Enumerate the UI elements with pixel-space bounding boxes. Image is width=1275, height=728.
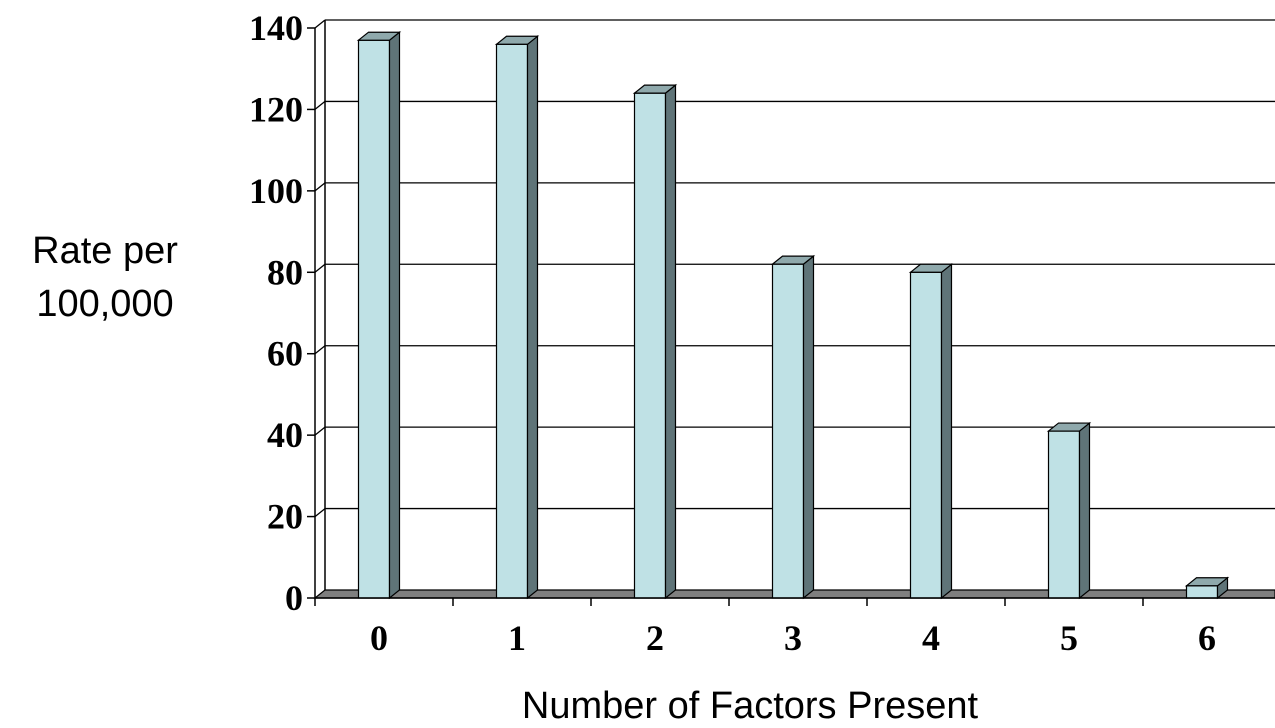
x-axis-title: Number of Factors Present	[522, 685, 979, 727]
bar-side	[664, 83, 677, 600]
x-tick-label: 3	[784, 618, 802, 658]
bar-side	[526, 35, 539, 600]
axes	[307, 27, 1275, 606]
y-tick-label: 20	[267, 497, 303, 537]
gridline-diagonal	[314, 263, 326, 273]
bar	[356, 30, 402, 600]
gridline-diagonal	[314, 182, 326, 192]
bar-side	[388, 30, 401, 600]
bar-front	[633, 92, 667, 599]
bar-front	[909, 271, 943, 599]
y-tick-label: 120	[249, 89, 303, 129]
x-tick-label: 2	[646, 618, 664, 658]
x-tick-label: 1	[508, 618, 526, 658]
gridline-diagonal	[314, 426, 326, 436]
bar-top	[908, 263, 954, 273]
gridline-diagonal	[314, 345, 326, 355]
y-tick-label: 80	[267, 252, 303, 292]
bar-front	[357, 39, 391, 599]
bars	[356, 30, 1230, 600]
x-tick-label: 5	[1060, 618, 1078, 658]
bar-side	[1078, 421, 1091, 600]
bar-front	[495, 43, 529, 599]
bar-front	[1047, 430, 1081, 599]
bar	[770, 254, 816, 600]
x-tick-label: 4	[922, 618, 940, 658]
bar	[494, 35, 540, 600]
bar	[1046, 421, 1092, 600]
gridline-diagonal	[314, 100, 326, 110]
y-tick-labels: 0 20 40 60 80 100 120 140	[249, 8, 303, 618]
bar-front	[771, 263, 805, 599]
bar-top	[356, 31, 402, 41]
bar	[908, 263, 954, 600]
bar-front	[1185, 585, 1219, 599]
bar	[632, 83, 678, 600]
bar-top	[494, 35, 540, 45]
x-tick-label: 0	[370, 618, 388, 658]
bar-top	[770, 255, 816, 265]
bar-top	[1046, 422, 1092, 432]
x-tick-label: 6	[1198, 618, 1216, 658]
gridline-diagonal	[314, 508, 326, 518]
y-tick-label: 140	[249, 8, 303, 48]
y-axis-title-line-2: 100,000	[36, 283, 173, 325]
y-tick-label: 0	[285, 578, 303, 618]
y-axis-title-line-1: Rate per	[32, 230, 178, 272]
x-tick-labels: 0 1 2 3 4 5 6	[370, 618, 1216, 658]
y-tick-label: 60	[267, 334, 303, 374]
bar-side	[802, 254, 815, 600]
bar-top	[1184, 577, 1230, 587]
gridline-diagonal	[314, 19, 326, 29]
bar-side	[940, 263, 953, 600]
bar	[1184, 576, 1230, 600]
bar-top	[632, 84, 678, 94]
y-tick-label: 100	[249, 171, 303, 211]
y-tick-label: 40	[267, 415, 303, 455]
